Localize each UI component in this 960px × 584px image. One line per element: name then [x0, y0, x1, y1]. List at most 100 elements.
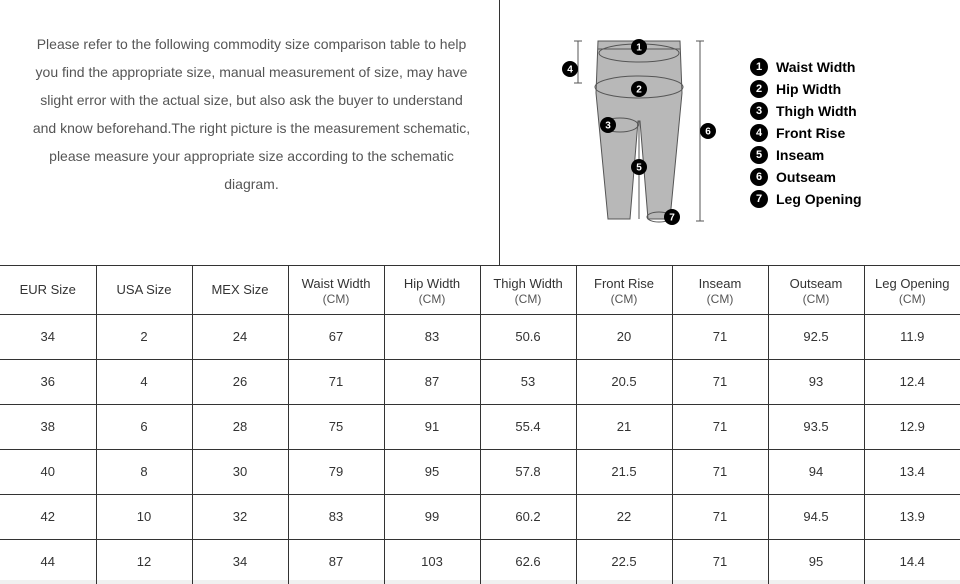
table-cell: 42: [0, 495, 96, 540]
legend-row: 1 Waist Width: [750, 58, 950, 76]
table-cell: 22: [576, 495, 672, 540]
column-header: Leg Opening(CM): [864, 266, 960, 315]
table-cell: 71: [672, 405, 768, 450]
column-header: MEX Size: [192, 266, 288, 315]
column-unit: (CM): [673, 292, 768, 310]
legend-row: 5Inseam: [750, 146, 950, 164]
table-cell: 6: [96, 405, 192, 450]
column-unit: (CM): [769, 292, 864, 310]
size-table-body: 34224678350.6207192.511.93642671875320.5…: [0, 315, 960, 584]
column-title: Inseam: [673, 270, 768, 292]
size-chart-document: Please refer to the following commodity …: [0, 0, 960, 580]
column-header: Front Rise(CM): [576, 266, 672, 315]
table-cell: 13.9: [864, 495, 960, 540]
legend-row: 3 Thigh Width: [750, 102, 950, 120]
table-cell: 21: [576, 405, 672, 450]
column-header: Waist Width(CM): [288, 266, 384, 315]
column-header: Thigh Width(CM): [480, 266, 576, 315]
table-cell: 53: [480, 360, 576, 405]
diagram-panel: 1 2 3 4 5 6 7 1 Waist Width 2 Hip Width 3 Thi…: [500, 0, 960, 265]
table-cell: 93.5: [768, 405, 864, 450]
table-cell: 36: [0, 360, 96, 405]
legend-marker-icon: 2: [750, 80, 768, 98]
legend-row: 6 Outseam: [750, 168, 950, 186]
table-cell: 57.8: [480, 450, 576, 495]
svg-text:3: 3: [605, 120, 611, 131]
svg-text:4: 4: [567, 64, 573, 75]
table-cell: 28: [192, 405, 288, 450]
table-cell: 79: [288, 450, 384, 495]
column-title: Leg Opening: [865, 270, 960, 292]
table-cell: 99: [384, 495, 480, 540]
legend-label: Hip Width: [776, 81, 841, 97]
diagram-legend: 1 Waist Width 2 Hip Width 3 Thigh Width 4 Front…: [740, 54, 950, 212]
table-cell: 103: [384, 540, 480, 584]
table-cell: 12.4: [864, 360, 960, 405]
legend-label: Thigh Width: [776, 103, 857, 119]
pants-diagram: 1 2 3 4 5 6 7: [520, 23, 740, 243]
table-cell: 71: [672, 315, 768, 360]
legend-marker-icon: 4: [750, 124, 768, 142]
column-title: USA Size: [117, 282, 172, 297]
table-cell: 21.5: [576, 450, 672, 495]
table-cell: 95: [768, 540, 864, 584]
column-header: Inseam(CM): [672, 266, 768, 315]
table-cell: 71: [672, 540, 768, 584]
column-unit: (CM): [865, 292, 960, 310]
table-cell: 34: [0, 315, 96, 360]
table-cell: 50.6: [480, 315, 576, 360]
table-cell: 83: [288, 495, 384, 540]
table-cell: 40: [0, 450, 96, 495]
legend-marker-icon: 3: [750, 102, 768, 120]
table-cell: 38: [0, 405, 96, 450]
svg-text:6: 6: [705, 126, 711, 137]
legend-row: 2 Hip Width: [750, 80, 950, 98]
legend-marker-icon: 7: [750, 190, 768, 208]
svg-text:7: 7: [669, 212, 675, 223]
table-cell: 87: [384, 360, 480, 405]
legend-label: Leg Opening: [776, 191, 862, 207]
legend-marker-icon: 1: [750, 58, 768, 76]
column-header: EUR Size: [0, 266, 96, 315]
svg-text:5: 5: [636, 162, 642, 173]
legend-marker-icon: 6: [750, 168, 768, 186]
table-cell: 2: [96, 315, 192, 360]
table-cell: 32: [192, 495, 288, 540]
table-cell: 60.2: [480, 495, 576, 540]
table-cell: 93: [768, 360, 864, 405]
table-cell: 91: [384, 405, 480, 450]
table-cell: 71: [672, 495, 768, 540]
table-cell: 11.9: [864, 315, 960, 360]
table-cell: 44: [0, 540, 96, 584]
table-cell: 67: [288, 315, 384, 360]
table-cell: 62.6: [480, 540, 576, 584]
column-header: Hip Width(CM): [384, 266, 480, 315]
legend-label: Waist Width: [776, 59, 855, 75]
column-header: USA Size: [96, 266, 192, 315]
column-title: MEX Size: [211, 282, 268, 297]
column-title: Thigh Width: [481, 270, 576, 292]
table-cell: 20: [576, 315, 672, 360]
legend-label: Outseam: [776, 169, 836, 185]
table-cell: 87: [288, 540, 384, 584]
top-panel: Please refer to the following commodity …: [0, 0, 960, 266]
table-cell: 12: [96, 540, 192, 584]
table-cell: 14.4: [864, 540, 960, 584]
svg-text:1: 1: [636, 42, 642, 53]
table-cell: 94: [768, 450, 864, 495]
svg-text:2: 2: [636, 84, 642, 95]
table-cell: 95: [384, 450, 480, 495]
column-unit: (CM): [289, 292, 384, 310]
table-cell: 20.5: [576, 360, 672, 405]
table-cell: 92.5: [768, 315, 864, 360]
table-cell: 71: [288, 360, 384, 405]
table-cell: 4: [96, 360, 192, 405]
table-cell: 26: [192, 360, 288, 405]
table-row: 40830799557.821.5719413.4: [0, 450, 960, 495]
legend-label: Front Rise: [776, 125, 845, 141]
table-cell: 71: [672, 450, 768, 495]
column-title: Waist Width: [289, 270, 384, 292]
table-cell: 71: [672, 360, 768, 405]
table-cell: 13.4: [864, 450, 960, 495]
table-cell: 10: [96, 495, 192, 540]
